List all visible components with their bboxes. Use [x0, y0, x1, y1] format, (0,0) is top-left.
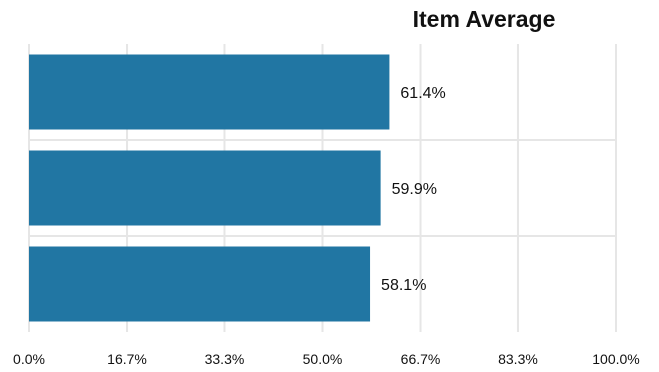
- x-axis-ticks: 0.0% 16.7% 33.3% 50.0% 66.7% 83.3% 100.0%: [13, 351, 640, 367]
- bar-value-label: 58.1%: [381, 277, 426, 294]
- x-tick-label: 16.7%: [107, 351, 147, 367]
- data-labels: 61.4% 59.9% 58.1%: [381, 85, 446, 294]
- bar-value-label: 59.9%: [392, 181, 437, 198]
- bar: [29, 150, 381, 226]
- x-tick-label: 83.3%: [498, 351, 538, 367]
- bar: [29, 54, 390, 130]
- bar-value-label: 61.4%: [400, 85, 445, 102]
- x-tick-label: 50.0%: [303, 351, 343, 367]
- x-tick-label: 33.3%: [205, 351, 245, 367]
- bar: [29, 246, 371, 322]
- chart-title: Item Average: [413, 6, 556, 32]
- bars: [29, 54, 390, 322]
- x-tick-label: 0.0%: [13, 351, 45, 367]
- x-tick-label: 100.0%: [592, 351, 639, 367]
- x-tick-label: 66.7%: [401, 351, 441, 367]
